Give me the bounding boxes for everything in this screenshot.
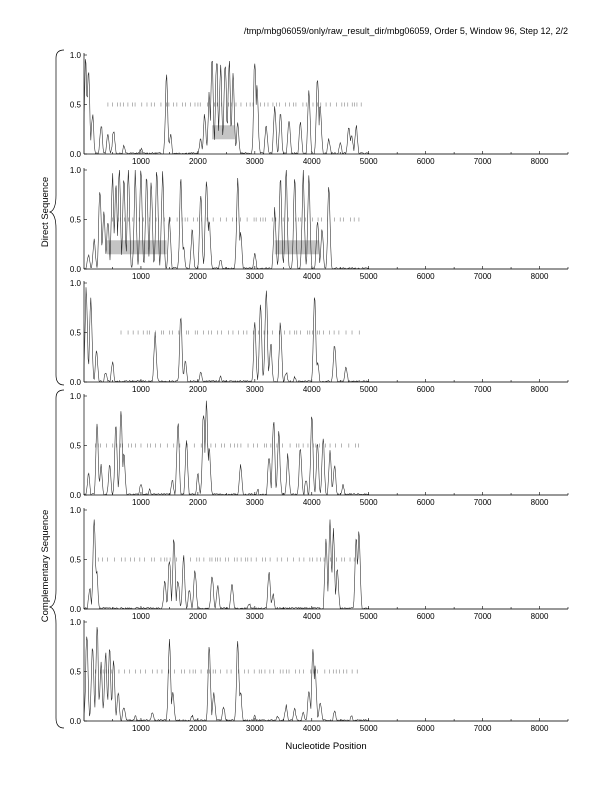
panel-6: 0.0 0.5 1.0 1000 2000 3000 4000 5000 6000 7000 800… bbox=[70, 618, 569, 733]
y-tick-label: 0.0 bbox=[70, 150, 82, 159]
y-tick-label: 0.0 bbox=[70, 717, 82, 726]
y-tick-label: 0.0 bbox=[70, 491, 82, 500]
coding-potential-line bbox=[83, 59, 568, 155]
x-tick-label: 8000 bbox=[531, 157, 549, 166]
x-tick-label: 7000 bbox=[474, 724, 492, 733]
x-tick-label: 8000 bbox=[531, 385, 549, 394]
panel-3: 0.0 0.5 1.0 1000 2000 3000 4000 5000 6000 7000 800… bbox=[70, 279, 569, 394]
panel-2: 0.0 0.5 1.0 1000 2000 3000 4000 5000 6000 7000 800… bbox=[70, 166, 569, 281]
x-tick-label: 1000 bbox=[132, 272, 150, 281]
x-tick-label: 4000 bbox=[303, 498, 321, 507]
y-tick-label: 0.5 bbox=[70, 442, 82, 451]
y-tick-label: 0.5 bbox=[70, 556, 82, 565]
y-tick-label: 1.0 bbox=[70, 51, 82, 60]
x-tick-label: 5000 bbox=[360, 612, 378, 621]
orf-box bbox=[212, 125, 235, 140]
x-tick-label: 6000 bbox=[417, 385, 435, 394]
coding-potential-line bbox=[83, 400, 568, 496]
x-tick-label: 6000 bbox=[417, 612, 435, 621]
x-tick-label: 5000 bbox=[360, 385, 378, 394]
complementary-strand-label: Complementary Sequence bbox=[40, 510, 51, 622]
x-tick-label: 1000 bbox=[132, 385, 150, 394]
x-tick-label: 7000 bbox=[474, 157, 492, 166]
x-tick-label: 3000 bbox=[246, 612, 264, 621]
figure-header: /tmp/mbg06059/only/raw_result_dir/mbg060… bbox=[243, 26, 568, 36]
x-tick-label: 5000 bbox=[360, 272, 378, 281]
x-tick-label: 4000 bbox=[303, 724, 321, 733]
x-tick-label: 7000 bbox=[474, 385, 492, 394]
x-tick-label: 1000 bbox=[132, 157, 150, 166]
y-tick-label: 0.5 bbox=[70, 101, 82, 110]
x-tick-label: 6000 bbox=[417, 157, 435, 166]
x-tick-label: 8000 bbox=[531, 612, 549, 621]
x-tick-label: 7000 bbox=[474, 272, 492, 281]
x-tick-label: 6000 bbox=[417, 272, 435, 281]
orf-box bbox=[106, 240, 167, 255]
panel-group: 0.0 0.5 1.0 1000 2000 3000 4000 5000 6000 7000 800… bbox=[70, 51, 569, 733]
x-tick-label: 2000 bbox=[189, 498, 207, 507]
y-tick-label: 0.0 bbox=[70, 265, 82, 274]
direct-strand-brace bbox=[48, 49, 65, 386]
x-tick-label: 3000 bbox=[246, 498, 264, 507]
y-tick-label: 1.0 bbox=[70, 279, 82, 288]
x-tick-label: 8000 bbox=[531, 272, 549, 281]
panel-5: 0.0 0.5 1.0 1000 2000 3000 4000 5000 6000 7000 800… bbox=[70, 506, 569, 621]
y-tick-label: 0.5 bbox=[70, 329, 82, 338]
x-tick-label: 4000 bbox=[303, 385, 321, 394]
y-tick-label: 1.0 bbox=[70, 506, 82, 515]
x-tick-label: 6000 bbox=[417, 724, 435, 733]
x-tick-label: 2000 bbox=[189, 724, 207, 733]
x-tick-label: 1000 bbox=[132, 724, 150, 733]
coding-potential-line bbox=[83, 287, 568, 383]
panel-1: 0.0 0.5 1.0 1000 2000 3000 4000 5000 6000 7000 800… bbox=[70, 51, 569, 166]
x-tick-label: 4000 bbox=[303, 272, 321, 281]
x-tick-label: 5000 bbox=[360, 157, 378, 166]
y-tick-label: 1.0 bbox=[70, 392, 82, 401]
x-tick-label: 4000 bbox=[303, 157, 321, 166]
x-tick-label: 3000 bbox=[246, 157, 264, 166]
x-tick-label: 4000 bbox=[303, 612, 321, 621]
x-axis-label: Nucleotide Position bbox=[285, 741, 366, 752]
x-tick-label: 8000 bbox=[531, 498, 549, 507]
y-tick-label: 0.5 bbox=[70, 668, 82, 677]
x-tick-label: 1000 bbox=[132, 498, 150, 507]
x-tick-label: 5000 bbox=[360, 724, 378, 733]
y-tick-label: 0.5 bbox=[70, 216, 82, 225]
orf-box bbox=[274, 240, 320, 255]
x-tick-label: 2000 bbox=[189, 272, 207, 281]
panel-4: 0.0 0.5 1.0 1000 2000 3000 4000 5000 6000 7000 800… bbox=[70, 392, 569, 507]
x-tick-label: 5000 bbox=[360, 498, 378, 507]
direct-strand-label: Direct Sequence bbox=[40, 177, 51, 247]
coding-potential-line bbox=[83, 169, 568, 270]
x-tick-label: 3000 bbox=[246, 385, 264, 394]
y-tick-label: 0.0 bbox=[70, 605, 82, 614]
x-tick-label: 1000 bbox=[132, 612, 150, 621]
x-tick-label: 6000 bbox=[417, 498, 435, 507]
x-tick-label: 8000 bbox=[531, 724, 549, 733]
coding-potential-line bbox=[83, 519, 568, 610]
x-tick-label: 3000 bbox=[246, 724, 264, 733]
x-tick-label: 7000 bbox=[474, 498, 492, 507]
coding-potential-line bbox=[83, 627, 568, 722]
x-tick-label: 7000 bbox=[474, 612, 492, 621]
complementary-strand-brace bbox=[48, 389, 65, 729]
x-tick-label: 3000 bbox=[246, 272, 264, 281]
x-tick-label: 2000 bbox=[189, 157, 207, 166]
y-tick-label: 0.0 bbox=[70, 378, 82, 387]
y-tick-label: 1.0 bbox=[70, 166, 82, 175]
x-tick-label: 2000 bbox=[189, 612, 207, 621]
x-tick-label: 2000 bbox=[189, 385, 207, 394]
y-tick-label: 1.0 bbox=[70, 618, 82, 627]
